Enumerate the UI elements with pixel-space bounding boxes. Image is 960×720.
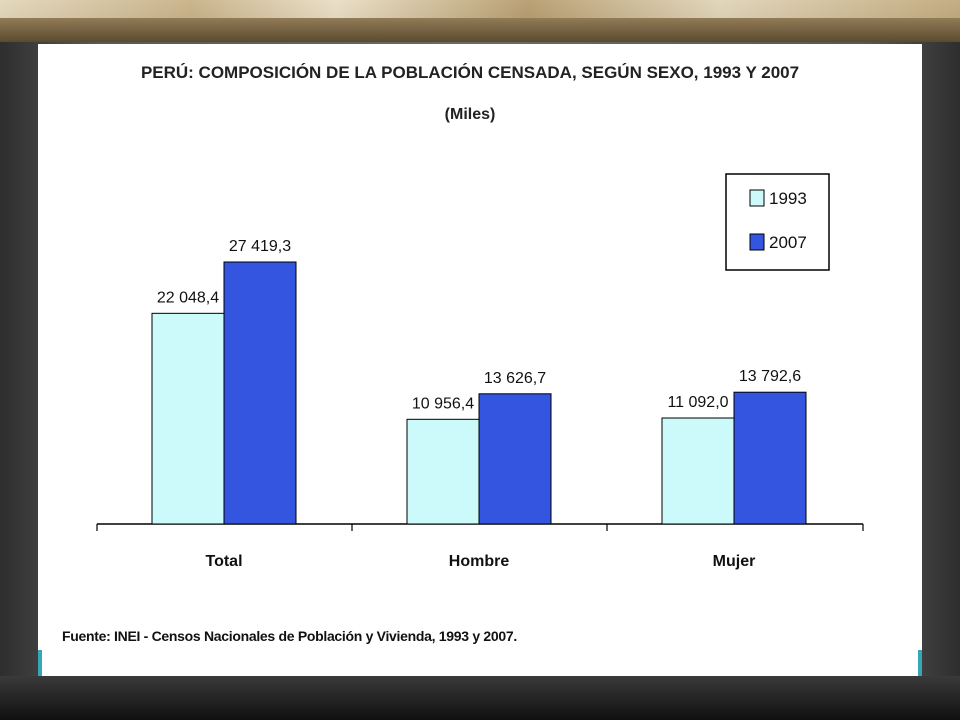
legend: 1993 2007 (725, 173, 830, 271)
bottom-decorative-band (0, 676, 960, 720)
slide-accent-left (38, 650, 42, 676)
data-label-2007-mujer: 13 792,6 (739, 368, 801, 385)
source-note: Fuente: INEI - Censos Nacionales de Pobl… (62, 628, 517, 644)
chart-title: PERÚ: COMPOSICIÓN DE LA POBLACIÓN CENSAD… (141, 63, 799, 82)
category-label-total: Total (205, 553, 242, 570)
bar-chart: PERÚ: COMPOSICIÓN DE LA POBLACIÓN CENSAD… (96, 63, 864, 570)
data-label-1993-total: 22 048,4 (157, 289, 219, 306)
data-label-1993-hombre: 10 956,4 (412, 395, 474, 412)
bar-2007-total (223, 261, 297, 525)
legend-label-2007: 2007 (769, 233, 807, 252)
legend-swatch-1993 (749, 189, 765, 207)
legend-label-1993: 1993 (769, 189, 807, 208)
legend-swatch-2007 (749, 233, 765, 251)
bar-2007-mujer (733, 391, 807, 525)
chart-subtitle: (Miles) (445, 106, 496, 123)
top-decorative-band (0, 0, 960, 42)
data-label-2007-hombre: 13 626,7 (484, 370, 546, 387)
bar-2007-hombre (478, 393, 552, 525)
bar-1993-mujer (661, 417, 735, 525)
data-label-2007-total: 27 419,3 (229, 238, 291, 255)
category-label-mujer: Mujer (713, 553, 756, 570)
bar-1993-total (151, 312, 225, 525)
category-label-hombre: Hombre (449, 553, 510, 570)
slide-accent-right (918, 650, 922, 676)
data-label-1993-mujer: 11 092,0 (667, 394, 728, 411)
plot-area: 22 048,4 27 419,3 Total 10 956,4 13 626,7 Hom… (96, 238, 864, 570)
legend-box (725, 173, 830, 271)
bar-1993-hombre (406, 418, 480, 525)
